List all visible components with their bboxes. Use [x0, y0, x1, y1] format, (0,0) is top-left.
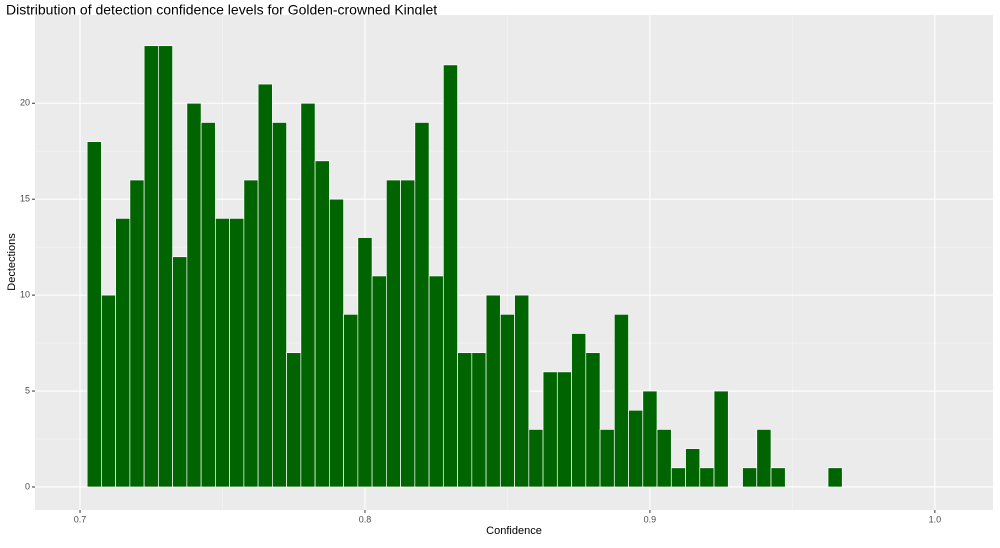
y-tick-label: 0: [25, 481, 30, 491]
x-tick-label: 1.0: [929, 514, 942, 524]
bar: [243, 179, 259, 488]
bar: [756, 429, 772, 488]
bar: [428, 275, 444, 488]
bar: [827, 467, 843, 488]
y-tick-label: 10: [20, 289, 30, 299]
bar: [471, 352, 487, 488]
bar: [585, 352, 601, 488]
y-tick-label: 20: [20, 98, 30, 108]
bar: [400, 179, 416, 488]
y-axis-label: Dectections: [6, 233, 18, 291]
y-tick-label: 15: [20, 194, 30, 204]
bar: [186, 102, 202, 488]
bar: [343, 313, 359, 488]
bar: [542, 371, 558, 488]
bar: [143, 45, 159, 488]
bar: [200, 122, 216, 488]
y-tick-label: 5: [25, 385, 30, 395]
bar: [371, 275, 387, 488]
x-tick-label: 0.7: [74, 514, 87, 524]
bar: [215, 218, 230, 488]
bar: [528, 429, 544, 488]
bar: [357, 237, 373, 488]
bar: [713, 390, 729, 488]
bar: [442, 64, 458, 488]
x-axis-label: Confidence: [486, 525, 542, 537]
x-tick-label: 0.9: [644, 514, 657, 524]
bar: [571, 333, 587, 488]
bar: [685, 448, 701, 488]
bar: [670, 467, 686, 488]
bar: [742, 467, 758, 488]
bar: [499, 313, 515, 488]
bar: [514, 294, 530, 488]
bar: [257, 83, 273, 488]
bar: [101, 294, 116, 488]
bar: [642, 390, 658, 488]
bar: [158, 45, 173, 488]
bar: [272, 122, 287, 488]
bar: [86, 141, 102, 488]
chart-title: Distribution of detection confidence lev…: [6, 2, 437, 18]
bar: [314, 160, 330, 488]
bar: [770, 467, 786, 488]
bar: [385, 179, 401, 488]
bar: [699, 467, 715, 488]
bar: [329, 198, 344, 488]
bar: [286, 352, 302, 488]
bar: [414, 122, 430, 488]
bar: [115, 218, 131, 488]
bar: [556, 371, 572, 488]
bar: [599, 429, 615, 488]
bar: [172, 256, 188, 488]
bar: [656, 429, 672, 488]
bar: [300, 102, 316, 488]
bar: [485, 294, 501, 488]
bar: [457, 352, 473, 488]
bar: [229, 218, 245, 488]
bar: [129, 179, 145, 488]
bar: [628, 409, 644, 488]
x-tick-label: 0.8: [359, 514, 372, 524]
bar: [613, 313, 629, 488]
